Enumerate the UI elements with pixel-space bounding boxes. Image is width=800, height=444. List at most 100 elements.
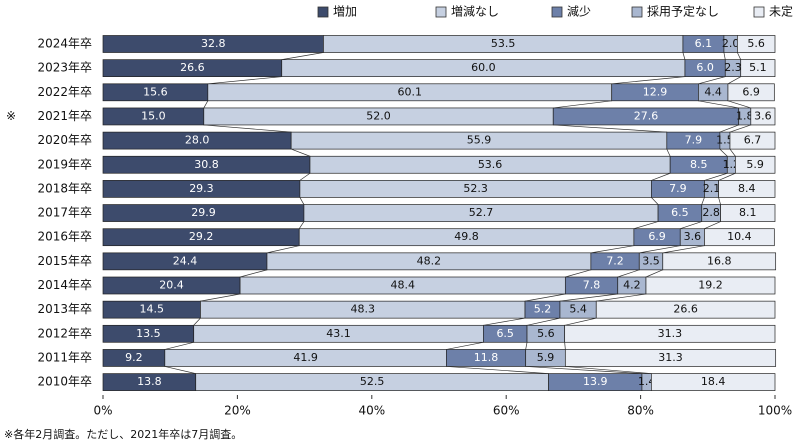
connector [737, 52, 742, 60]
value-label: 16.8 [707, 254, 732, 267]
value-label: 48.2 [417, 254, 442, 267]
bar-segment [651, 373, 776, 391]
connector [564, 317, 597, 326]
value-label: 7.9 [685, 134, 703, 147]
connector [565, 366, 652, 374]
bar-segment [595, 300, 776, 319]
value-label: 19.2 [698, 279, 723, 292]
value-label: 5.1 [749, 61, 767, 74]
connector [298, 221, 305, 229]
bar-segment [727, 83, 775, 102]
value-label: 6.7 [744, 134, 762, 147]
value-label: 53.6 [478, 158, 503, 171]
connector [704, 221, 721, 230]
category-label: 2019年卒 [37, 157, 92, 171]
category-label: 2017年卒 [37, 206, 92, 220]
value-label: 7.2 [606, 254, 624, 267]
value-label: 15.0 [141, 109, 166, 122]
connector [446, 341, 484, 350]
bar-segment [564, 349, 777, 367]
value-label: 28.0 [185, 134, 210, 147]
value-label: 31.3 [658, 351, 683, 364]
value-label: 2.3 [724, 61, 742, 74]
value-label: 52.3 [463, 182, 488, 195]
bar-segment [729, 131, 776, 150]
x-tick-label: 40% [358, 404, 385, 418]
value-label: 6.1 [695, 37, 713, 50]
value-label: 29.9 [191, 206, 216, 219]
connector [719, 148, 728, 157]
value-label: 3.5 [642, 254, 660, 267]
legend-swatch [631, 6, 643, 18]
legend-label: 増減なし [451, 4, 499, 19]
value-label: 26.6 [180, 61, 205, 74]
value-label: 8.1 [739, 206, 757, 219]
value-label: 43.1 [326, 327, 351, 340]
value-label: 18.4 [701, 375, 726, 388]
value-label: 6.9 [648, 230, 666, 243]
value-label: 12.9 [643, 85, 668, 98]
value-label: 14.5 [139, 303, 164, 316]
connector [525, 342, 528, 350]
connector [617, 269, 640, 278]
category-label: 2014年卒 [37, 278, 92, 292]
bar-segment [740, 59, 776, 78]
value-label: 48.3 [350, 303, 375, 316]
connector [682, 52, 686, 60]
legend-label: 増加 [333, 5, 357, 19]
value-label: 26.6 [673, 303, 698, 316]
bar-segment [564, 324, 776, 343]
value-label: 7.9 [669, 182, 687, 195]
value-label: 1.8 [736, 109, 754, 122]
connector [651, 197, 659, 205]
connector [524, 293, 566, 302]
category-label: 2024年卒 [37, 37, 92, 51]
connector [164, 341, 194, 350]
value-label: 5.9 [746, 158, 764, 171]
category-label: 2020年卒 [37, 133, 92, 147]
bar-segment [737, 35, 776, 53]
value-label: 6.0 [696, 61, 714, 74]
x-tick-label: 60% [493, 404, 520, 418]
category-marker: ※ [6, 109, 16, 123]
value-label: 6.9 [742, 85, 760, 98]
category-label: 2018年卒 [37, 181, 92, 195]
value-label: 8.5 [690, 158, 708, 171]
connector [564, 342, 566, 350]
value-label: 15.6 [143, 85, 168, 98]
connector [526, 317, 561, 326]
connector [299, 197, 305, 205]
connector [483, 317, 526, 326]
value-label: 53.5 [491, 37, 516, 50]
value-label: 41.9 [293, 351, 318, 364]
connector [203, 100, 209, 109]
category-label: 2013年卒 [37, 302, 92, 316]
value-label: 30.8 [194, 158, 219, 171]
value-label: 5.2 [534, 303, 552, 316]
connector [291, 148, 311, 157]
value-label: 11.8 [474, 351, 499, 364]
connector [207, 76, 282, 85]
bar-segment [704, 228, 775, 247]
connector [718, 172, 736, 181]
connector [651, 172, 671, 181]
connector [704, 172, 728, 181]
value-label: 32.8 [201, 37, 226, 50]
value-label: 29.3 [189, 182, 214, 195]
value-label: 55.9 [467, 134, 492, 147]
connector [281, 52, 324, 60]
connector [239, 269, 268, 278]
connector [633, 221, 659, 230]
value-label: 10.4 [727, 230, 752, 243]
value-label: 27.6 [634, 109, 659, 122]
category-label: 2011年卒 [37, 350, 92, 364]
value-label: 3.6 [754, 109, 772, 122]
bar-segment [645, 276, 776, 295]
connector [266, 245, 300, 254]
bar-segment [718, 180, 776, 198]
legend-label: 未定 [769, 4, 793, 19]
value-label: 6.5 [671, 206, 689, 219]
legend-swatch [435, 6, 447, 18]
value-label: 52.7 [469, 206, 494, 219]
